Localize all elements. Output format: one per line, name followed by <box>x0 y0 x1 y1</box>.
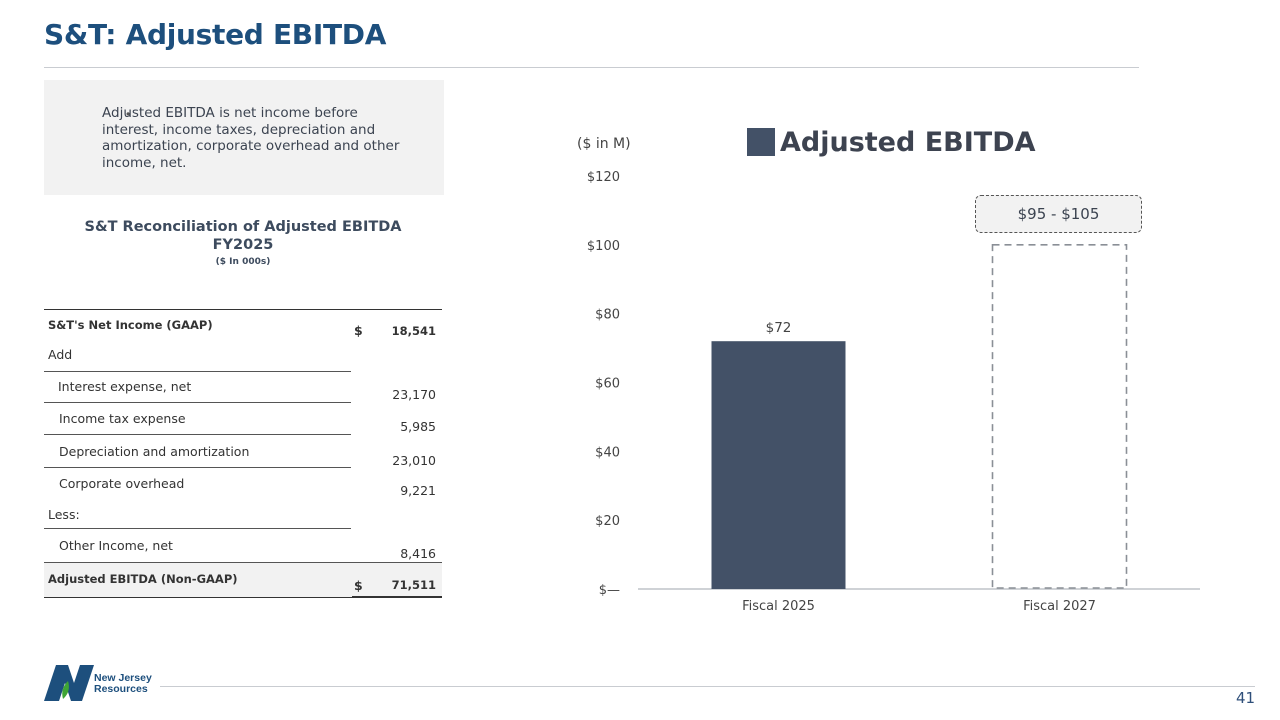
table-row-less: Less: <box>44 499 442 531</box>
bullet-dot: • <box>126 107 131 121</box>
row-label: Corporate overhead <box>59 476 185 491</box>
row-label: Interest expense, net <box>58 379 192 394</box>
table-row-adjusted-ebitda: Adjusted EBITDA (Non-GAAP) $ 71,511 <box>44 562 442 597</box>
table-row-income-tax: Income tax expense 5,985 <box>44 403 442 435</box>
reconciliation-subtitle: ($ In 000s) <box>215 257 271 267</box>
y-tick-label: $60 <box>595 377 620 392</box>
y-tick-label: $20 <box>595 514 620 529</box>
y-tick-label: $— <box>599 583 620 598</box>
bar-fiscal-2025 <box>711 341 846 589</box>
range-data-label: $95 - $105 <box>975 195 1142 233</box>
footer-divider <box>160 686 1255 687</box>
row-value: 23,170 <box>392 387 436 402</box>
page-number: 41 <box>1236 689 1256 707</box>
table-row-other-income: Other Income, net 8,416 <box>44 530 442 563</box>
x-tick-label: Fiscal 2025 <box>742 599 815 614</box>
legend-label: Adjusted EBITDA <box>780 126 1036 158</box>
unit-label: ($ in M) <box>577 136 631 152</box>
row-label: Less: <box>48 507 80 522</box>
definition-text: Adjusted EBITDA is net income before int… <box>102 105 400 171</box>
row-label: Depreciation and amortization <box>59 444 250 459</box>
row-currency: $ <box>354 323 363 338</box>
y-tick-label: $100 <box>587 239 620 254</box>
table-row-add: Add <box>44 339 442 372</box>
table-row-depreciation: Depreciation and amortization 23,010 <box>44 436 442 468</box>
x-tick-label: Fiscal 2027 <box>1023 599 1096 614</box>
logo-line1: New Jersey <box>94 672 152 684</box>
table-row-net-income: S&T's Net Income (GAAP) $ 18,541 <box>44 310 442 342</box>
logo-line2: Resources <box>94 682 148 695</box>
chart-plot: $— $20 $40 $60 $80 $100 $120 $72 Fiscal 2025 Fisc… <box>587 170 1200 614</box>
table-row-interest: Interest expense, net 23,170 <box>44 371 442 403</box>
definition-box: • Adjusted EBITDA is net income before i… <box>44 80 444 195</box>
row-value: 18,541 <box>391 324 436 338</box>
y-tick-label: $40 <box>595 445 620 460</box>
chart-legend: Adjusted EBITDA <box>747 125 1036 159</box>
table-top-rule <box>44 309 442 310</box>
row-label: S&T's Net Income (GAAP) <box>48 318 213 332</box>
title-divider <box>44 67 1139 68</box>
legend-swatch <box>747 128 775 156</box>
logo-text: New Jersey Resources <box>94 673 152 694</box>
row-label: Other Income, net <box>59 538 173 553</box>
page-title: S&T: Adjusted EBITDA <box>44 18 387 51</box>
bar-fiscal-2027-projected <box>991 244 1128 589</box>
y-tick-label: $80 <box>595 308 620 323</box>
row-value: 71,511 <box>391 578 436 592</box>
reconciliation-title-line2: FY2025 <box>212 237 274 253</box>
table-bottom-rule <box>44 597 442 598</box>
row-rule <box>44 528 351 529</box>
row-value: 8,416 <box>400 546 436 561</box>
row-value: 5,985 <box>400 419 436 434</box>
row-rule <box>44 434 351 435</box>
row-rule <box>44 402 351 403</box>
row-rule <box>44 467 351 468</box>
reconciliation-header: S&T Reconciliation of Adjusted EBITDA FY… <box>44 218 442 267</box>
y-tick-label: $120 <box>587 170 620 185</box>
table-row-corporate-overhead: Corporate overhead 9,221 <box>44 468 442 500</box>
logo-mark-icon <box>44 665 94 701</box>
reconciliation-title-line1: S&T Reconciliation of Adjusted EBITDA <box>84 219 402 235</box>
row-value: 9,221 <box>400 483 436 498</box>
row-label: Income tax expense <box>59 411 186 426</box>
row-rule <box>44 371 351 372</box>
row-label: Adjusted EBITDA (Non-GAAP) <box>48 572 238 586</box>
row-label: Add <box>48 347 73 362</box>
row-value: 23,010 <box>392 453 436 468</box>
company-logo: New Jersey Resources <box>44 665 156 701</box>
total-rule-1 <box>352 596 442 597</box>
ebitda-chart: ($ in M) Adjusted EBITDA $— $20 $40 $60 $80 $… <box>560 120 1260 620</box>
row-currency: $ <box>354 578 363 593</box>
bar-data-label: $72 <box>766 320 792 336</box>
